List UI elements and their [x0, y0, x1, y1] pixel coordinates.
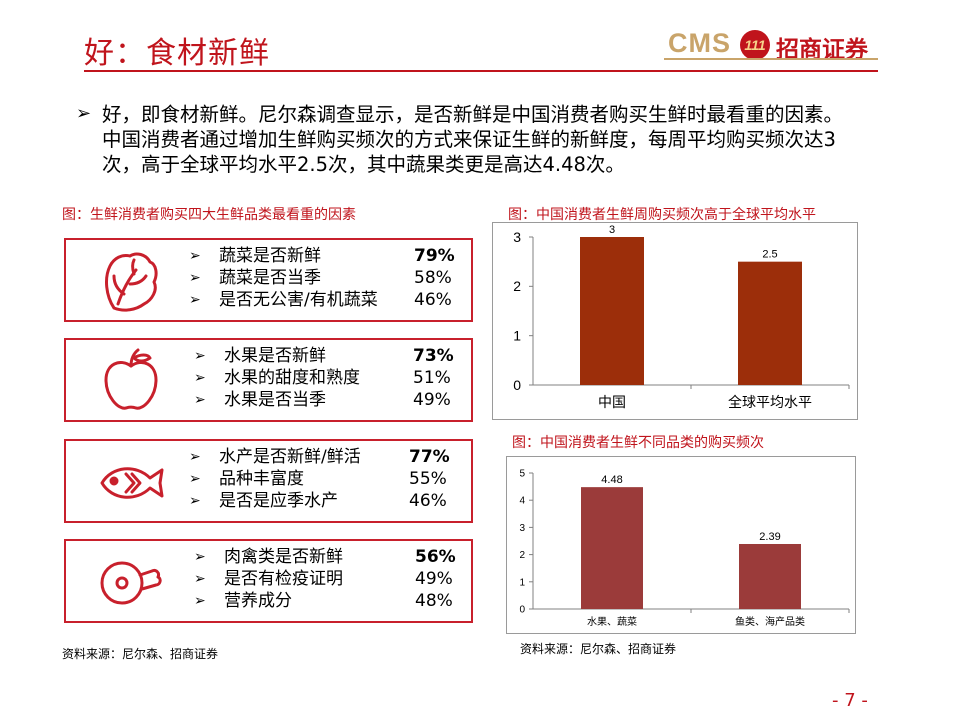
factor-label: 蔬菜是否当季	[219, 268, 321, 288]
y-tick-label: 5	[519, 469, 525, 480]
arrow-bullet-icon: ➢	[194, 571, 206, 587]
chart2-frame: 0 1 2 3 4 5 4.48 水果、蔬菜 2.39 鱼类、海产品类	[506, 456, 856, 634]
chart1-frame: 0 1 2 3 3 中国 2.5 全球平均水平	[492, 222, 858, 420]
page-number: - 7 -	[832, 690, 868, 711]
left-source-note: 资料来源：尼尔森、招商证券	[62, 647, 219, 661]
y-tick-label: 0	[513, 377, 521, 393]
factor-percent: 51%	[413, 368, 451, 388]
data-label: 3	[609, 224, 615, 236]
vegetable-icon	[96, 248, 166, 314]
x-category-label: 鱼类、海产品类	[735, 615, 805, 628]
factor-label: 水果是否新鲜	[224, 346, 326, 366]
header-gold-divider	[664, 58, 878, 60]
factor-label: 是否无公害/有机蔬菜	[219, 290, 378, 310]
chart-bar	[581, 487, 643, 609]
factor-label: 水产是否新鲜/鲜活	[219, 447, 361, 467]
factor-percent: 79%	[414, 246, 455, 266]
factor-percent: 55%	[409, 469, 447, 489]
factor-label: 肉禽类是否新鲜	[224, 547, 343, 567]
arrow-bullet-icon: ➢	[76, 103, 92, 124]
fish-icon	[96, 450, 166, 516]
factor-percent: 49%	[413, 390, 451, 410]
arrow-bullet-icon: ➢	[189, 449, 201, 465]
factor-percent: 73%	[413, 346, 454, 366]
factor-label: 蔬菜是否新鲜	[219, 246, 321, 266]
arrow-bullet-icon: ➢	[194, 593, 206, 609]
arrow-bullet-icon: ➢	[194, 370, 206, 386]
logo-cms-text: CMS	[668, 28, 731, 58]
factor-percent: 48%	[415, 591, 453, 611]
factor-label: 水果是否当季	[224, 390, 326, 410]
chart-bar	[739, 543, 801, 609]
factor-percent: 49%	[415, 569, 453, 589]
chart1-title: 图：中国消费者生鲜周购买频次高于全球平均水平	[508, 207, 816, 223]
data-label: 2.5	[762, 249, 777, 261]
data-label: 4.48	[601, 474, 622, 486]
category-box-vegetables: ➢ 蔬菜是否新鲜 79% ➢ 蔬菜是否当季 58% ➢ 是否无公害/有机蔬菜 4…	[64, 238, 473, 322]
meat-icon	[96, 549, 166, 615]
data-label: 2.39	[759, 531, 780, 543]
y-tick-label: 0	[519, 605, 525, 616]
factor-percent: 46%	[414, 290, 452, 310]
factor-label: 品种丰富度	[219, 469, 304, 489]
x-category-label: 中国	[598, 395, 626, 411]
page-title: 好：食材新鲜	[84, 36, 270, 71]
right-source-note: 资料来源：尼尔森、招商证券	[520, 642, 677, 656]
x-category-label: 全球平均水平	[728, 394, 812, 411]
y-tick-label: 2	[513, 278, 521, 294]
factor-label: 是否是应季水产	[219, 491, 338, 511]
arrow-bullet-icon: ➢	[189, 270, 201, 286]
header-divider	[84, 70, 878, 72]
y-tick-label: 4	[519, 496, 525, 507]
category-box-meat: ➢ 肉禽类是否新鲜 56% ➢ 是否有检疫证明 49% ➢ 营养成分 48%	[64, 539, 473, 623]
summary-text: 好，即食材新鲜。尼尔森调查显示，是否新鲜是中国消费者购买生鲜时最看重的因素。中国…	[102, 103, 844, 176]
chart-bar	[738, 261, 802, 385]
factor-label: 营养成分	[224, 591, 292, 611]
chart-bar	[580, 237, 644, 385]
x-category-label: 水果、蔬菜	[587, 616, 637, 628]
arrow-bullet-icon: ➢	[189, 493, 201, 509]
category-box-fruit: ➢ 水果是否新鲜 73% ➢ 水果的甜度和熟度 51% ➢ 水果是否当季 49%	[64, 338, 473, 422]
factor-percent: 46%	[409, 491, 447, 511]
factor-label: 水果的甜度和熟度	[224, 368, 360, 388]
summary-paragraph: ➢ 好，即食材新鲜。尼尔森调查显示，是否新鲜是中国消费者购买生鲜时最看重的因素。…	[72, 102, 852, 177]
chart2-title: 图：中国消费者生鲜不同品类的购买频次	[512, 435, 764, 451]
y-tick-label: 1	[519, 577, 525, 588]
category-box-seafood: ➢ 水产是否新鲜/鲜活 77% ➢ 品种丰富度 55% ➢ 是否是应季水产 46…	[64, 439, 473, 523]
factor-percent: 58%	[414, 268, 452, 288]
arrow-bullet-icon: ➢	[194, 392, 206, 408]
factor-label: 是否有检疫证明	[224, 569, 343, 589]
arrow-bullet-icon: ➢	[189, 248, 201, 264]
category-frequency-chart: 0 1 2 3 4 5 4.48 水果、蔬菜 2.39 鱼类、海产品类	[519, 469, 850, 628]
arrow-bullet-icon: ➢	[189, 471, 201, 487]
y-tick-label: 3	[513, 229, 521, 245]
arrow-bullet-icon: ➢	[189, 292, 201, 308]
logo-badge: 111	[740, 30, 770, 60]
y-tick-label: 2	[519, 550, 525, 561]
y-tick-label: 1	[513, 328, 521, 344]
arrow-bullet-icon: ➢	[194, 348, 206, 364]
weekly-frequency-chart: 0 1 2 3 3 中国 2.5 全球平均水平	[513, 224, 850, 411]
apple-icon	[96, 346, 166, 412]
y-tick-label: 3	[519, 523, 525, 534]
left-figure-caption: 图：生鲜消费者购买四大生鲜品类最看重的因素	[62, 207, 356, 223]
factor-percent: 56%	[415, 547, 456, 567]
arrow-bullet-icon: ➢	[194, 549, 206, 565]
factor-percent: 77%	[409, 447, 450, 467]
